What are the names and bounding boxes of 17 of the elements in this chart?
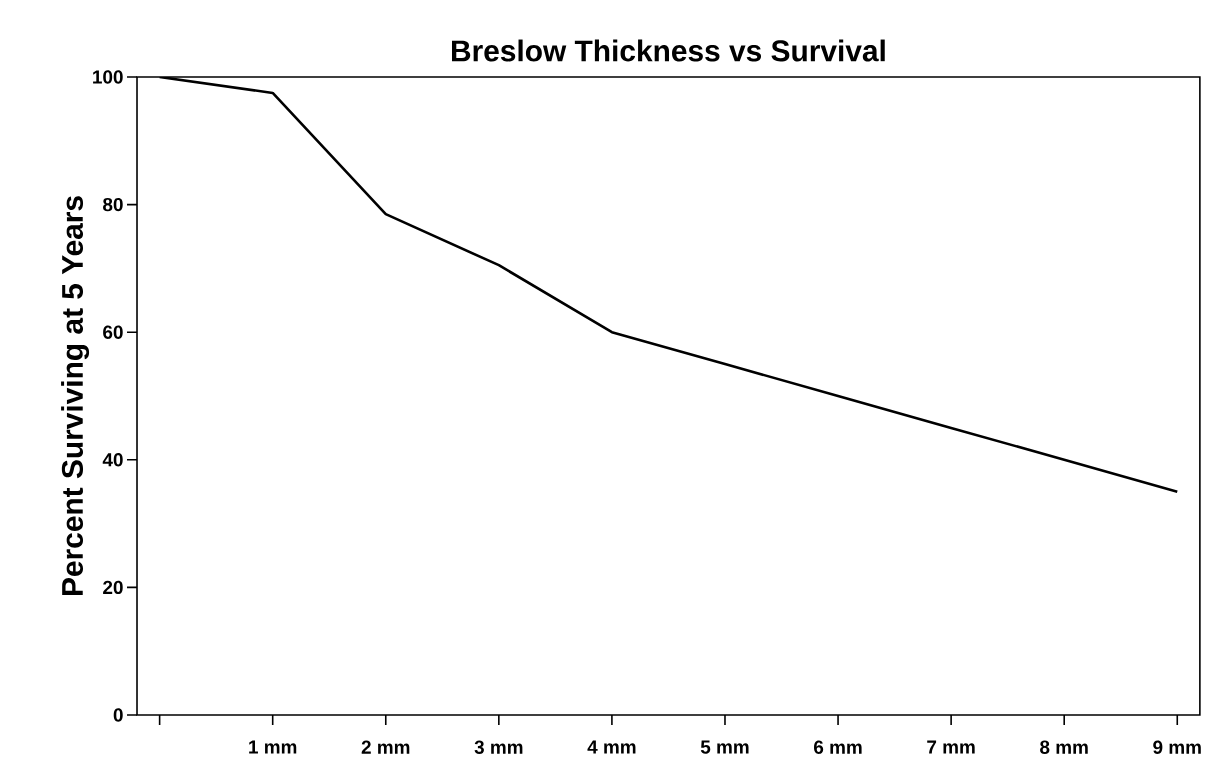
x-tick-label: 1 mm xyxy=(249,740,297,754)
x-tick-label: 5 mm xyxy=(700,740,749,754)
y-tick-label: 0 xyxy=(113,708,123,722)
x-tick-label: 3 mm xyxy=(474,740,523,754)
chart-title: Breslow Thickness vs Survival xyxy=(451,39,885,62)
x-tick-label: 2 mm xyxy=(361,740,410,754)
y-tick-label: 20 xyxy=(103,580,123,595)
x-tick-label: 4 mm xyxy=(587,740,636,754)
y-tick-label: 80 xyxy=(103,197,123,212)
x-tick-label: 9 mm xyxy=(1153,740,1201,754)
x-tick-label: 7 mm xyxy=(927,740,975,754)
x-tick-label: 8 mm xyxy=(1040,740,1088,754)
y-tick-label: 100 xyxy=(93,70,123,84)
y-tick-label: 60 xyxy=(103,325,123,339)
y-axis-title: Percent Surviving at 5 Years xyxy=(61,196,90,595)
y-tick-label: 40 xyxy=(102,453,123,467)
x-tick-label: 6 mm xyxy=(814,740,862,754)
